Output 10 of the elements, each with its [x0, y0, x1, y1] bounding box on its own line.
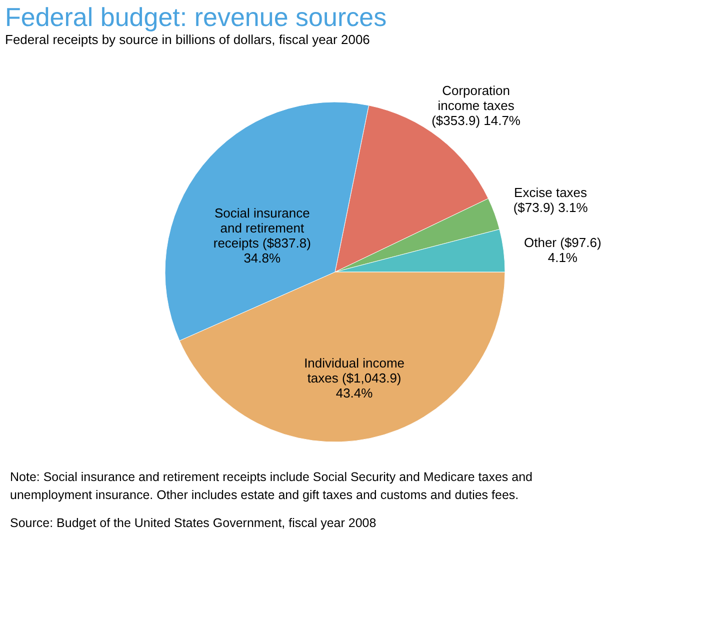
chart-title: Federal budget: revenue sources [5, 2, 387, 32]
slice-label: Social insurance and retirement receipts ($837.8) 34.8% [213, 205, 311, 266]
chart-subtitle: Federal receipts by source in billions of dollars, fiscal year 2006 [5, 32, 370, 47]
text: Note: Social insurance and retirement receipts include Social Security and Medicare taxes and [10, 470, 533, 484]
slice-label: Other ($97.6) 4.1% [524, 234, 602, 265]
slice-label: Individual income taxes ($1,043.9) 43.4% [304, 355, 405, 400]
text: unemployment insurance. Other includes estate and gift taxes and customs and duties fees. [10, 488, 519, 502]
slice-label: Corporation income taxes ($353.9) 14.7% [432, 82, 521, 128]
slice-label: Excise taxes ($73.9) 3.1% [513, 185, 588, 216]
source-note: Source: Budget of the United States Government, fiscal year 2008 [10, 516, 376, 530]
